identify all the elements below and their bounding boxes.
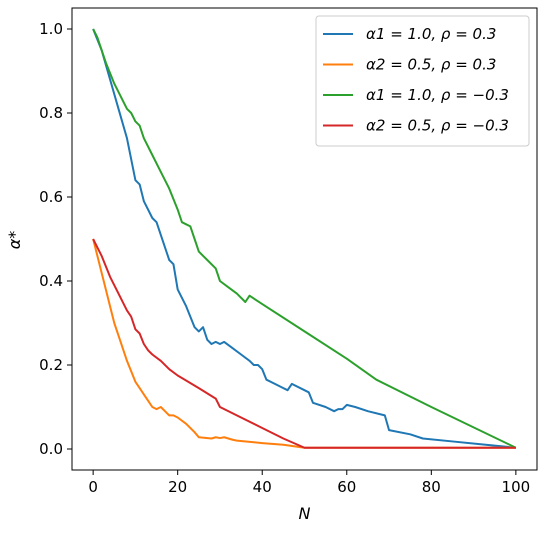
- x-tick-label: 80: [422, 478, 441, 496]
- x-tick-label: 0: [88, 478, 98, 496]
- y-tick-label: 0.8: [39, 104, 63, 122]
- y-tick-label: 0.2: [39, 356, 63, 374]
- x-axis: 0 20 40 60 80 100: [88, 470, 530, 496]
- legend-label-4: α2 = 0.5, ρ = −0.3: [366, 117, 509, 135]
- x-axis-label: N: [299, 504, 311, 523]
- series-layer: [92, 28, 517, 449]
- legend: α1 = 1.0, ρ = 0.3 α2 = 0.5, ρ = 0.3 α1 = 1…: [315, 15, 530, 147]
- legend-frame: [315, 15, 530, 147]
- x-tick-label: 40: [253, 478, 272, 496]
- series-line-2: [92, 238, 516, 449]
- series-line-1: [92, 28, 516, 449]
- legend-label-3: α1 = 1.0, ρ = −0.3: [366, 86, 509, 104]
- x-tick-label: 100: [502, 478, 531, 496]
- y-axis-label: α*: [5, 231, 24, 250]
- series-line-4: [92, 238, 516, 449]
- series-line-3: [92, 28, 517, 449]
- legend-label-1: α1 = 1.0, ρ = 0.3: [366, 25, 496, 43]
- y-tick-label: 0.6: [39, 188, 63, 206]
- x-tick-label: 60: [337, 478, 356, 496]
- y-tick-label: 1.0: [39, 20, 63, 38]
- legend-label-2: α2 = 0.5, ρ = 0.3: [366, 56, 496, 74]
- x-tick-label: 20: [168, 478, 187, 496]
- y-tick-label: 0.0: [39, 440, 63, 458]
- y-axis: 0.0 0.2 0.4 0.6 0.8 1.0: [39, 20, 72, 458]
- y-tick-label: 0.4: [39, 272, 63, 290]
- plot-frame: [71, 7, 538, 471]
